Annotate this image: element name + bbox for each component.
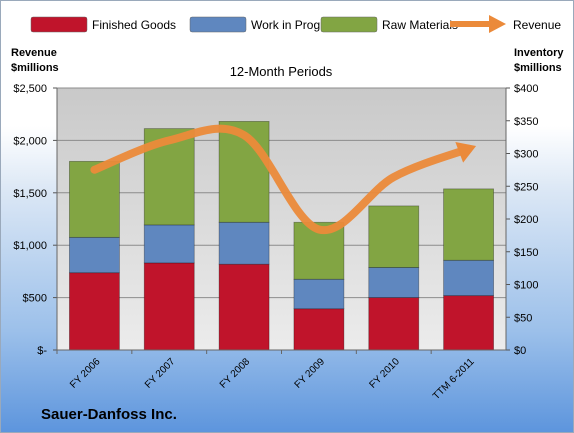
- bar-finished-goods-ttm-6-2011: [443, 295, 494, 351]
- right-tick-label: $300: [514, 149, 538, 161]
- company-name: Sauer-Danfoss Inc.: [41, 406, 177, 423]
- bar-work-in-progress-fy-2010: [368, 267, 420, 299]
- bar-work-in-progress-fy-2006: [69, 236, 120, 274]
- legend-label-finished-goods: Finished Goods: [92, 18, 176, 32]
- x-tick-label-fy-2008: FY 2008: [218, 356, 253, 391]
- bar-raw-materials-ttm-6-2011: [443, 188, 494, 261]
- x-tick-label-fy-2006: FY 2006: [68, 356, 103, 391]
- left-tick-label: $2,000: [13, 135, 47, 147]
- x-tick-label-fy-2010: FY 2010: [367, 356, 402, 391]
- legend-swatch-finished-goods: [30, 16, 88, 33]
- bar-finished-goods-fy-2007: [143, 262, 195, 351]
- x-tick-label-fy-2007: FY 2007: [143, 356, 178, 391]
- x-tick-label-ttm-6-2011: TTM 6-2011: [431, 356, 477, 402]
- bar-finished-goods-fy-2010: [368, 297, 420, 351]
- bar-finished-goods-fy-2009: [293, 308, 345, 351]
- bar-work-in-progress-fy-2008: [218, 221, 270, 265]
- left-axis-title-line1: Revenue: [11, 47, 57, 59]
- right-tick-label: $250: [514, 181, 538, 193]
- legend-swatch-raw-materials: [320, 16, 378, 33]
- left-tick-label: $-: [37, 345, 47, 357]
- bar-finished-goods-fy-2006: [69, 272, 120, 351]
- legend-label-raw-materials: Raw Materials: [382, 18, 458, 32]
- right-tick-label: $200: [514, 214, 538, 226]
- revenue-line-layer: [90, 124, 477, 235]
- bar-work-in-progress-fy-2009: [293, 278, 345, 310]
- right-tick-label: $350: [514, 116, 538, 128]
- legend: Finished Goods Work in Progress Raw Mate…: [30, 15, 561, 33]
- x-tick-label-fy-2009: FY 2009: [293, 356, 328, 391]
- left-axis-title-line2: $millions: [11, 62, 59, 74]
- axes: $- $500 $1,000 $1,500 $2,000 $2,500 $0 $50 $100 $…: [13, 83, 538, 357]
- plot-area: [57, 88, 506, 350]
- x-tick-labels: FY 2006 FY 2007 FY 2008 FY 2009 FY 2010 TTM 6…: [68, 356, 477, 402]
- left-tick-label: $2,500: [13, 83, 47, 95]
- bar-raw-materials-fy-2006: [69, 160, 120, 238]
- right-tick-label: $0: [514, 345, 526, 357]
- bar-raw-materials-fy-2010: [368, 205, 420, 268]
- right-axis-title-line2: $millions: [514, 62, 562, 74]
- left-tick-label: $1,000: [13, 240, 47, 252]
- bar-work-in-progress-fy-2007: [143, 224, 195, 264]
- right-tick-label: $150: [514, 247, 538, 259]
- right-tick-label: $50: [514, 312, 532, 324]
- left-tick-label: $1,500: [13, 188, 47, 200]
- bars: [69, 121, 494, 351]
- legend-swatch-work-in-progress: [189, 16, 247, 33]
- right-axis-title-line1: Inventory: [514, 47, 564, 59]
- chart-title: 12-Month Periods: [230, 64, 333, 79]
- legend-swatch-revenue: [450, 15, 506, 33]
- bar-work-in-progress-ttm-6-2011: [443, 259, 494, 297]
- legend-label-work-in-progress: Work in Progress: [251, 18, 343, 32]
- revenue-arrowhead: [455, 142, 477, 163]
- revenue-line: [90, 124, 473, 235]
- right-tick-label: $100: [514, 280, 538, 292]
- legend-label-revenue: Revenue: [513, 18, 561, 32]
- bar-finished-goods-fy-2008: [218, 263, 270, 351]
- right-tick-label: $400: [514, 83, 538, 95]
- left-tick-label: $500: [23, 293, 47, 305]
